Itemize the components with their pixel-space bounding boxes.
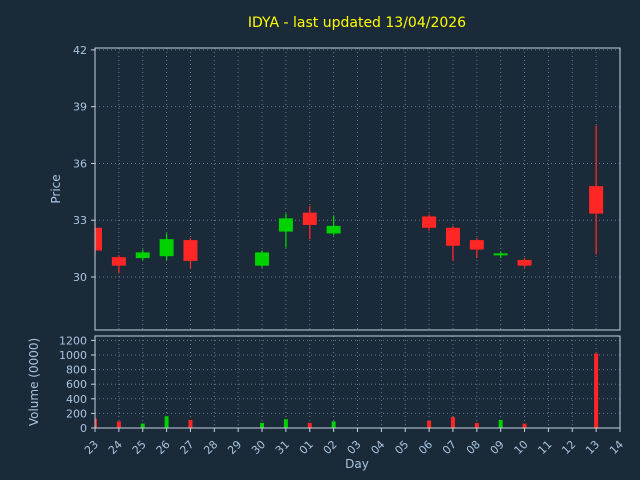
candlestick-series (95, 125, 604, 274)
x-axis-tick-labels: 23 24 25 26 27 28 29 30 31 01 02 03 04 05 06 07 08 09 10 11… (82, 438, 626, 457)
volume-tick-label: 200 (66, 407, 87, 420)
candle-body (159, 239, 174, 257)
volume-bar (95, 418, 97, 428)
price-gridlines (94, 48, 621, 330)
volume-tick-label: 1000 (59, 349, 87, 362)
x-tick-label: 30 (249, 438, 268, 457)
price-axis-ticks (91, 49, 95, 278)
volume-bar (450, 417, 455, 428)
volume-axis-ticks (91, 339, 95, 429)
x-tick-label: 04 (368, 438, 387, 457)
candle-body (422, 216, 437, 228)
x-tick-label: 26 (154, 438, 173, 457)
x-tick-label: 09 (488, 438, 507, 457)
candle-body (493, 253, 508, 256)
x-tick-label: 08 (464, 438, 483, 457)
candle-body (255, 252, 270, 266)
volume-series (95, 353, 599, 428)
volume-bar (188, 419, 193, 428)
x-axis-ticks (94, 428, 621, 432)
volume-bar (522, 423, 527, 428)
price-tick-label: 36 (73, 157, 87, 170)
price-tick-label: 30 (73, 271, 87, 284)
candle-body (326, 225, 341, 234)
x-tick-label: 27 (177, 438, 196, 457)
volume-tick-label: 800 (66, 364, 87, 377)
x-tick-label: 10 (512, 438, 531, 457)
volume-tick-label: 600 (66, 378, 87, 391)
candle-body (517, 259, 532, 266)
candle-body (135, 252, 150, 259)
candle-body (445, 227, 460, 246)
x-tick-label: 02 (321, 438, 340, 457)
price-tick-label: 39 (73, 101, 87, 114)
x-tick-label: 01 (297, 438, 316, 457)
volume-tick-label: 0 (80, 422, 87, 435)
volume-bar (427, 420, 432, 428)
candle-body (469, 240, 484, 250)
candle-body (278, 218, 293, 232)
chart-title: IDYA - last updated 13/04/2026 (248, 15, 466, 31)
x-tick-label: 05 (392, 438, 411, 457)
x-tick-label: 31 (273, 438, 292, 457)
volume-bar (594, 353, 599, 428)
volume-tick-label: 1200 (59, 334, 87, 347)
volume-bar (116, 421, 121, 428)
volume-bar (498, 419, 503, 428)
x-tick-label: 06 (416, 438, 435, 457)
x-tick-label: 24 (106, 438, 125, 457)
x-tick-label: 07 (440, 438, 459, 457)
x-tick-label: 23 (82, 438, 101, 457)
price-tick-label: 42 (73, 44, 87, 57)
x-tick-label: 14 (607, 438, 626, 457)
volume-bar (331, 421, 336, 428)
volume-axis-label: Volume (0000) (27, 338, 41, 426)
candle-body (589, 186, 604, 214)
candle-body (302, 212, 317, 225)
volume-tick-label: 400 (66, 393, 87, 406)
price-tick-label: 33 (73, 214, 87, 227)
price-axis-tick-labels: 30 33 36 39 42 (73, 44, 87, 284)
volume-bar (474, 422, 479, 428)
volume-bar (283, 419, 288, 428)
volume-gridlines (94, 336, 621, 428)
price-panel-frame (94, 47, 621, 331)
candle-body (111, 257, 126, 266)
candle-body (95, 227, 102, 251)
candle-body (183, 240, 198, 261)
volume-bar (140, 423, 145, 428)
x-tick-label: 03 (345, 438, 364, 457)
x-tick-label: 11 (535, 438, 554, 457)
x-tick-label: 13 (583, 438, 602, 457)
x-tick-label: 29 (225, 438, 244, 457)
price-axis-label: Price (49, 174, 63, 203)
volume-panel-frame (94, 335, 621, 429)
volume-bar (164, 416, 169, 428)
x-tick-label: 12 (559, 438, 578, 457)
x-axis-label: Day (345, 457, 369, 471)
volume-bar (260, 422, 265, 428)
volume-bar (307, 422, 312, 428)
x-tick-label: 28 (201, 438, 220, 457)
x-tick-label: 25 (130, 438, 149, 457)
